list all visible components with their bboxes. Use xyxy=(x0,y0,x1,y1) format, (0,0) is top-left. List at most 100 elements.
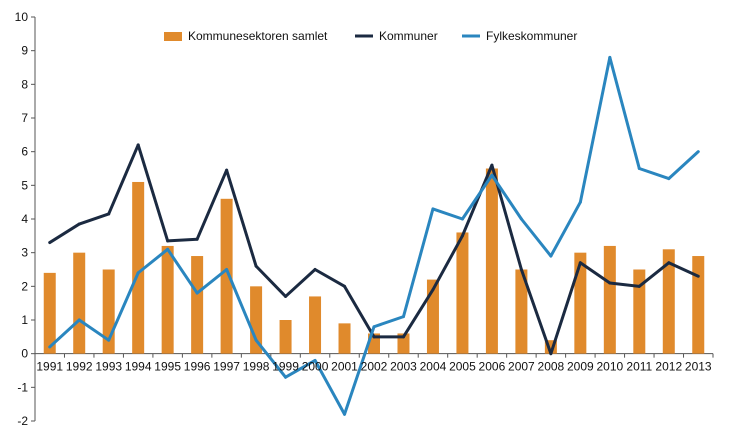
line-segment xyxy=(490,173,523,221)
bar xyxy=(633,269,646,354)
line-segment xyxy=(401,207,435,319)
line-segment xyxy=(195,168,229,241)
y-tick-label: -1 xyxy=(17,380,28,394)
line-segment xyxy=(225,168,258,268)
bar xyxy=(456,232,469,354)
y-tick-label: 10 xyxy=(15,10,29,24)
y-tick-label: 8 xyxy=(21,77,28,91)
line-segment xyxy=(431,234,464,292)
line-segment xyxy=(343,325,376,416)
bar xyxy=(574,252,587,354)
bar xyxy=(132,181,145,354)
x-tick-label: 2003 xyxy=(390,360,417,374)
legend-label: Fylkeskommuner xyxy=(486,29,577,43)
line-segment xyxy=(343,284,376,339)
x-tick-label: 1998 xyxy=(243,360,270,374)
line-segment xyxy=(107,143,140,216)
y-tick-label: 1 xyxy=(21,313,28,327)
line-segment xyxy=(608,281,641,288)
line-segment xyxy=(637,261,671,288)
bar xyxy=(191,256,204,354)
legend-label: Kommunesektoren samlet xyxy=(188,29,328,43)
line-segment xyxy=(313,268,347,288)
line-segment xyxy=(401,288,435,339)
y-tick-label: 5 xyxy=(21,178,28,192)
x-tick-label: 2006 xyxy=(479,360,506,374)
line-segment xyxy=(460,163,494,238)
y-tick-label: 0 xyxy=(21,347,28,361)
x-tick-label: 1995 xyxy=(154,360,181,374)
x-tick-label: 1993 xyxy=(95,360,122,374)
x-tick-label: 2002 xyxy=(361,360,388,374)
line-segment xyxy=(519,217,553,258)
x-tick-label: 1991 xyxy=(36,360,63,374)
bar xyxy=(603,245,616,354)
x-tick-label: 1997 xyxy=(213,360,240,374)
bar xyxy=(73,252,86,354)
x-tick-label: 1996 xyxy=(184,360,211,374)
line-segment xyxy=(372,315,405,329)
bar xyxy=(426,279,439,354)
line-segment xyxy=(667,261,700,278)
y-tick-label: -2 xyxy=(17,414,28,428)
x-tick-label: 2011 xyxy=(626,360,652,374)
x-tick-label: 2007 xyxy=(508,360,535,374)
x-tick-label: 2004 xyxy=(420,360,447,374)
line-segment xyxy=(225,268,258,342)
y-tick-label: 4 xyxy=(21,212,28,226)
legend-item: Kommunesektoren samlet xyxy=(164,29,328,43)
x-tick-label: 1999 xyxy=(272,360,299,374)
y-tick-label: 7 xyxy=(21,111,28,125)
line-segment xyxy=(284,358,317,379)
line-segment xyxy=(254,264,288,298)
line-segment xyxy=(48,318,81,349)
bar xyxy=(220,198,233,354)
line-segment xyxy=(578,55,612,204)
line-segment xyxy=(136,247,170,275)
line-segment xyxy=(166,247,199,295)
x-tick-label: 2001 xyxy=(331,360,358,374)
line-segment xyxy=(460,173,494,221)
line-segment xyxy=(136,143,170,243)
x-tick-label: 2000 xyxy=(302,360,329,374)
bar xyxy=(485,168,498,354)
line-segment xyxy=(313,358,347,416)
x-tick-label: 2012 xyxy=(655,360,682,374)
x-tick-label: 2008 xyxy=(538,360,565,374)
x-tick-label: 1994 xyxy=(125,360,152,374)
line-segment xyxy=(549,261,582,356)
y-tick-label: 3 xyxy=(21,246,28,260)
bar xyxy=(397,333,410,354)
legend-item: Kommuner xyxy=(355,29,438,43)
line-segment xyxy=(107,271,140,342)
legend-swatch xyxy=(164,32,182,41)
line-segment xyxy=(667,150,700,181)
y-tick-label: 9 xyxy=(21,44,28,58)
x-tick-label: 2009 xyxy=(567,360,594,374)
bar xyxy=(692,256,705,354)
bar-series-group xyxy=(43,168,705,354)
x-tick-label: 2013 xyxy=(685,360,712,374)
y-tick-label: 2 xyxy=(21,279,28,293)
bar xyxy=(161,245,174,354)
line-segment xyxy=(549,200,582,258)
x-tick-label: 2010 xyxy=(596,360,623,374)
axes xyxy=(31,16,714,422)
x-tick-label: 1992 xyxy=(66,360,93,374)
line-segment xyxy=(166,237,199,243)
line-segment xyxy=(77,318,111,342)
legend: Kommunesektoren samlet Kommuner Fylkeskomm… xyxy=(164,29,577,43)
line-segment xyxy=(77,212,111,226)
line-segment xyxy=(48,222,81,245)
line-segment xyxy=(431,207,464,221)
y-tick-labels: -2 -1 0 1 2 3 4 5 6 7 8 9 10 xyxy=(15,10,29,428)
line-segment xyxy=(519,268,553,356)
line-segment xyxy=(254,338,288,379)
line-segment xyxy=(284,268,317,298)
x-tick-label: 2005 xyxy=(449,360,476,374)
bar xyxy=(279,320,292,354)
x-tick-labels: 1991 1992 1993 1994 1995 1996 1997 1998 1999 2000… xyxy=(36,360,712,374)
line-segment xyxy=(578,261,612,285)
